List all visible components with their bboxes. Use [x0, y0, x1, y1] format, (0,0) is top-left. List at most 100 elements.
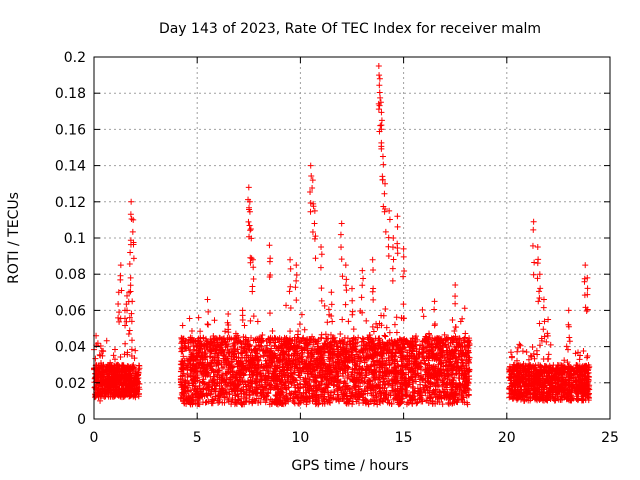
data-point [451, 374, 458, 381]
data-point [381, 378, 388, 385]
data-point [190, 338, 197, 345]
data-point [436, 399, 443, 406]
data-point [233, 400, 240, 407]
data-point [457, 318, 464, 325]
data-point [287, 328, 294, 335]
data-point [200, 355, 207, 362]
data-point [237, 399, 244, 406]
data-point [348, 385, 355, 392]
data-point [207, 373, 214, 380]
data-point [325, 306, 332, 313]
data-point [386, 338, 393, 345]
data-point [514, 348, 521, 355]
data-point [299, 366, 306, 373]
data-point [328, 368, 335, 375]
data-point [337, 340, 344, 347]
data-point [125, 370, 132, 377]
data-point [202, 399, 209, 406]
data-point [362, 367, 369, 374]
data-point [317, 391, 324, 398]
data-point [272, 397, 279, 404]
data-point [203, 344, 210, 351]
data-point [327, 348, 334, 355]
data-point [185, 388, 192, 395]
data-point [333, 375, 340, 382]
data-point [177, 381, 184, 388]
data-point [203, 370, 210, 377]
data-point [321, 302, 328, 309]
data-point [294, 345, 301, 352]
data-point [327, 399, 334, 406]
data-point [444, 381, 451, 388]
data-point [416, 388, 423, 395]
data-point [268, 355, 275, 362]
data-point [115, 361, 122, 368]
data-point [303, 398, 310, 405]
data-point [295, 328, 302, 335]
data-point [187, 347, 194, 354]
data-point [106, 362, 113, 369]
data-point [358, 355, 365, 362]
data-point [371, 374, 378, 381]
data-point [228, 374, 235, 381]
data-point [272, 371, 279, 378]
data-point [191, 346, 198, 353]
data-point [204, 362, 211, 369]
data-point [584, 353, 591, 360]
data-point [349, 348, 356, 355]
data-point [274, 364, 281, 371]
data-point [246, 392, 253, 399]
data-point [126, 365, 133, 372]
data-point [222, 338, 229, 345]
data-point [369, 382, 376, 389]
data-point [520, 371, 527, 378]
data-point [337, 331, 344, 338]
data-point [543, 338, 550, 345]
data-point [206, 346, 213, 353]
data-point [183, 396, 190, 403]
data-point [206, 384, 213, 391]
data-point [430, 373, 437, 380]
data-point [345, 318, 352, 325]
data-point [324, 375, 331, 382]
data-point [298, 351, 305, 358]
data-point [247, 317, 254, 324]
data-point [448, 348, 455, 355]
data-point [527, 352, 534, 359]
data-point [198, 391, 205, 398]
data-point [413, 354, 420, 361]
data-point [409, 344, 416, 351]
data-point [214, 341, 221, 348]
data-point [117, 353, 124, 360]
data-point [343, 399, 350, 406]
data-point [307, 373, 314, 380]
data-point [190, 396, 197, 403]
data-point [371, 362, 378, 369]
data-point [97, 365, 104, 372]
data-point [453, 379, 460, 386]
data-point [540, 386, 547, 393]
data-point [294, 394, 301, 401]
data-point [400, 353, 407, 360]
data-point [211, 317, 218, 324]
data-point [195, 347, 202, 354]
data-point [367, 378, 374, 385]
data-point [211, 350, 218, 357]
data-point [130, 393, 137, 400]
data-point [310, 364, 317, 371]
data-point [267, 348, 274, 355]
data-point [576, 356, 583, 363]
data-point [92, 391, 99, 398]
data-point [287, 358, 294, 365]
data-point [223, 356, 230, 363]
data-point [402, 391, 409, 398]
data-point [228, 380, 235, 387]
data-point [283, 386, 290, 393]
data-point [286, 352, 293, 359]
data-point [399, 386, 406, 393]
data-point [397, 352, 404, 359]
data-point [291, 356, 298, 363]
data-point [229, 363, 236, 370]
data-point [339, 393, 346, 400]
data-point [462, 334, 469, 341]
